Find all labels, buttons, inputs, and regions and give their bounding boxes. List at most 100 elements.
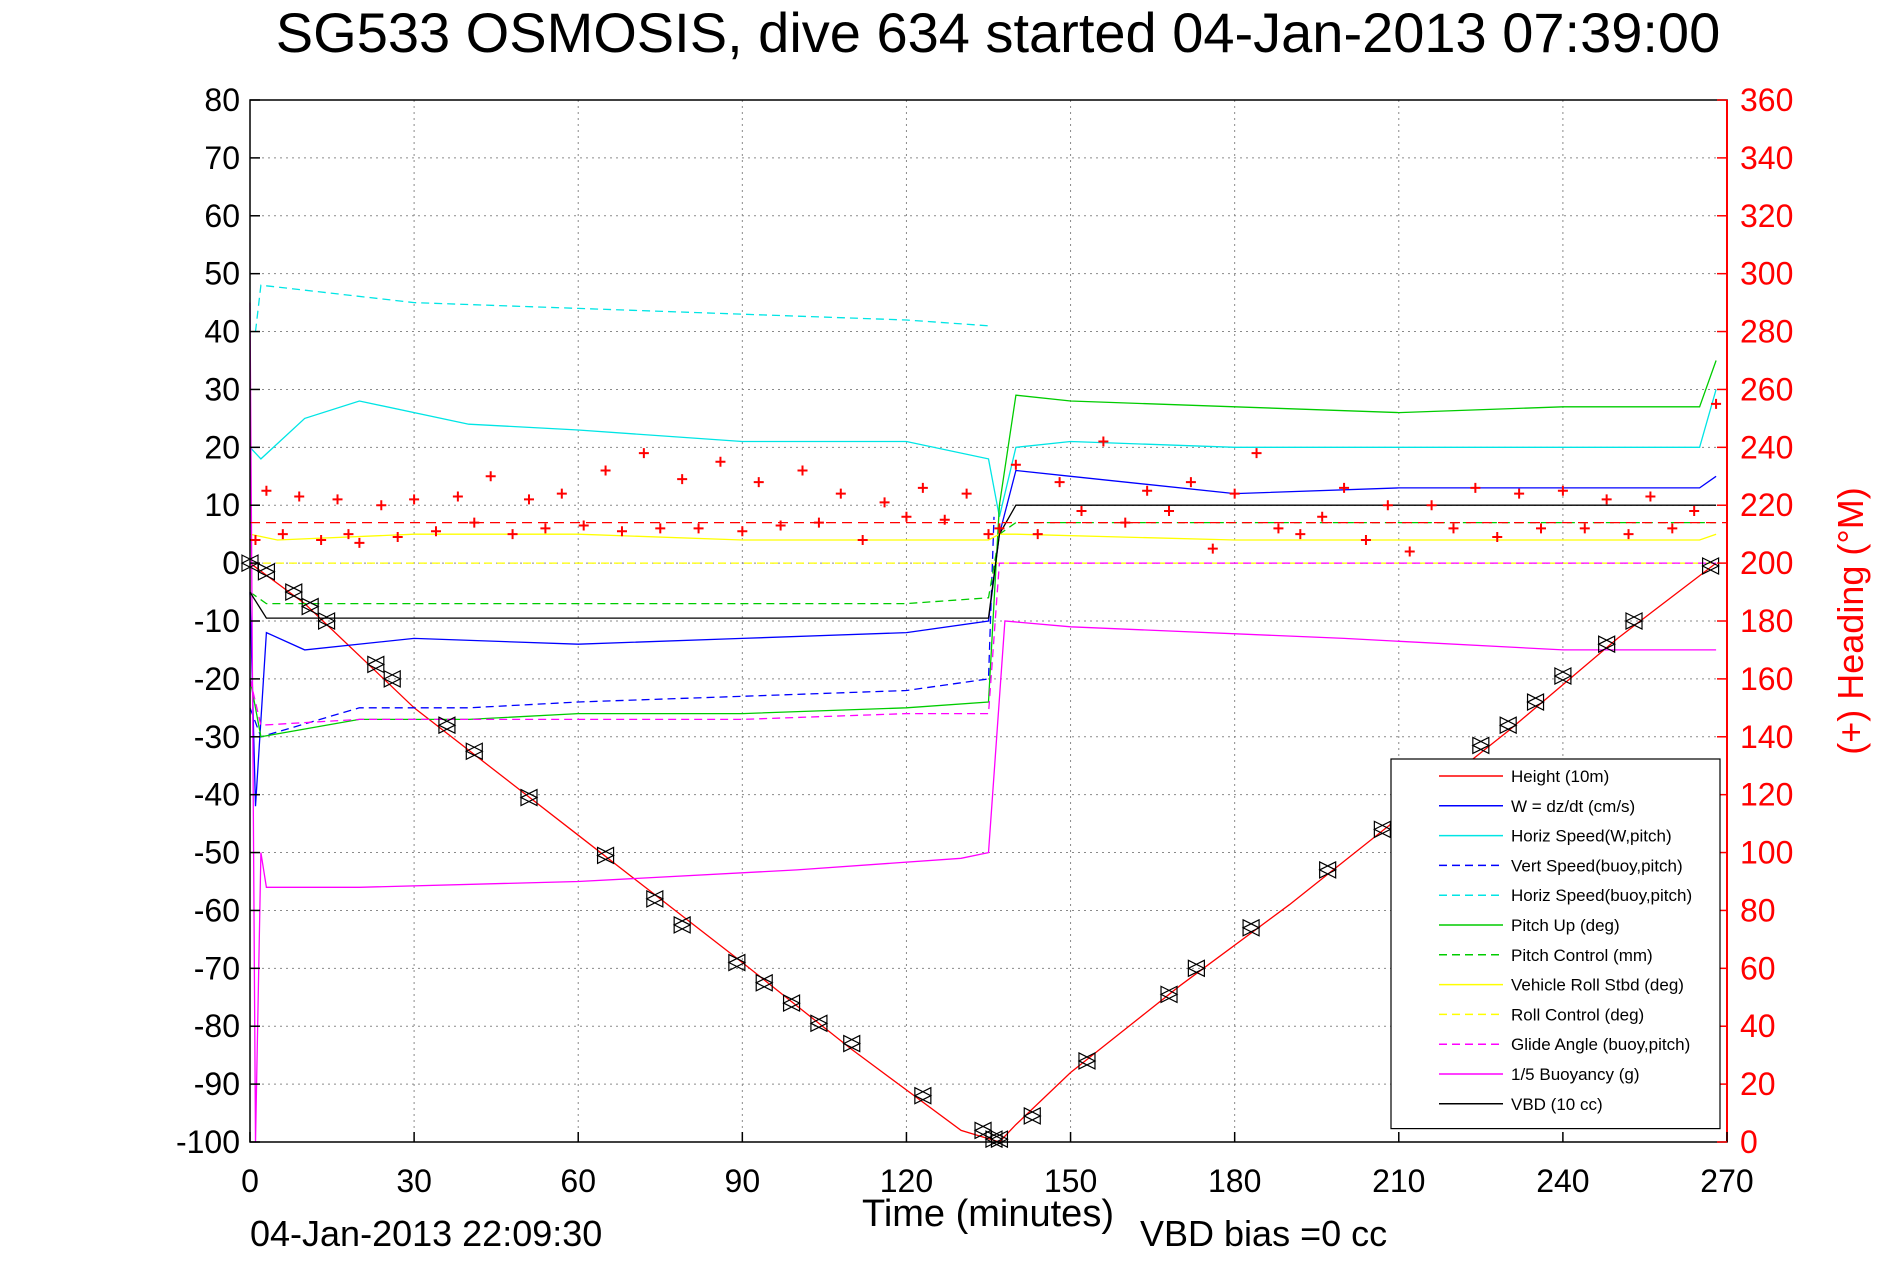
height-marker [366,655,386,674]
height-marker [1526,693,1545,712]
heading-point [655,523,666,534]
x-tick-label: 150 [1044,1163,1097,1199]
x-tick-label: 0 [241,1163,259,1199]
heading-point [430,526,441,537]
heading-point [638,448,649,459]
x-tick-label: 60 [560,1163,596,1199]
heading-point [1623,529,1634,540]
heading-point [578,520,589,531]
x-tick-label: 240 [1536,1163,1589,1199]
heading-point [1098,436,1109,447]
heading-markers [250,398,1722,557]
heading-point [616,526,627,537]
y-right-tick-label: 160 [1740,661,1793,697]
height-marker [317,612,336,630]
heading-point [1426,500,1437,511]
legend-entry-11: VBD (10 cc) [1511,1095,1603,1114]
x-tick-label: 210 [1372,1163,1425,1199]
heading-point [715,456,726,467]
heading-point [775,520,786,531]
heading-point [409,494,420,505]
heading-point [1536,523,1547,534]
height-marker [782,994,801,1013]
heading-point [1492,532,1503,543]
y-tick-label: -20 [194,661,240,697]
heading-point [901,511,912,522]
heading-point [469,517,480,528]
y-tick-label: -40 [194,777,240,813]
heading-point [277,529,288,540]
heading-point [1667,523,1678,534]
legend-box [1390,758,1721,1130]
heading-point [1339,482,1350,493]
axis-ticks: 0 30 60 90 120 150 180 210 240 270 80 70 60 50 40 30 20 1… [176,82,1793,1199]
heading-point [1382,500,1393,511]
series-line-1 [249,469,1717,807]
height-marker [257,562,276,581]
right-axis-label: (+) Heading (°M) [1830,487,1871,754]
legend-entry-1: W = dz/dt (cm/s) [1511,797,1635,816]
x-tick-label: 180 [1208,1163,1261,1199]
heading-point [600,465,611,476]
y-tick-label: 60 [204,198,240,234]
end-timestamp: 04-Jan-2013 22:09:30 [250,1213,602,1254]
heading-point [813,517,824,528]
heading-point [857,534,868,545]
heading-point [485,471,496,482]
vbd-bias-label: VBD bias =0 cc [1140,1213,1387,1254]
y-tick-label: 10 [204,487,240,523]
height-marker [1159,985,1179,1004]
height-marker [1553,667,1573,685]
heading-point [392,532,403,543]
series-line-11 [249,504,1717,619]
height-marker [990,1130,1009,1149]
x-axis-label: Time (minutes) [862,1193,1114,1235]
heading-point [316,534,327,545]
height-marker [1471,736,1491,755]
height-marker [1241,918,1261,937]
y-right-tick-label: 280 [1740,314,1793,350]
height-marker [1077,1051,1097,1070]
heading-point [693,523,704,534]
heading-point [677,474,688,485]
legend-entry-6: Pitch Control (mm) [1511,946,1653,965]
legend-entry-4: Horiz Speed(buoy,pitch) [1511,886,1692,905]
y-right-tick-label: 60 [1740,950,1776,986]
height-marker [913,1086,933,1105]
heading-point [250,534,261,545]
heading-point [879,497,890,508]
heading-point [452,491,463,502]
heading-point [294,491,305,502]
heading-point [1207,543,1218,554]
heading-point [261,485,272,496]
heading-point [556,488,567,499]
height-marker [596,846,615,865]
legend-entry-10: 1/5 Buoyancy (g) [1511,1065,1640,1084]
heading-point [1010,459,1021,470]
heading-point [354,537,365,548]
y-tick-label: -70 [194,950,240,986]
height-marker [645,889,665,908]
y-tick-label: -100 [176,1124,240,1160]
height-marker [382,669,402,688]
x-tick-label: 90 [725,1163,761,1199]
heading-point [917,482,928,493]
y-right-tick-label: 360 [1740,82,1793,118]
y-tick-label: 80 [204,82,240,118]
heading-point [1054,477,1065,488]
y-right-tick-label: 100 [1740,835,1793,871]
legend-entry-3: Vert Speed(buoy,pitch) [1511,856,1683,875]
legend: Height (10m) W = dz/dt (cm/s) Horiz Speed(… [1390,758,1721,1130]
y-right-tick-label: 300 [1740,256,1793,292]
heading-point [376,500,387,511]
x-tick-label: 30 [396,1163,432,1199]
series-line-4 [254,284,989,332]
y-tick-label: -90 [194,1066,240,1102]
height-marker [809,1014,829,1033]
y-right-tick-label: 320 [1740,198,1793,234]
y-tick-label: 40 [204,314,240,350]
heading-point [1470,482,1481,493]
heading-point [1711,398,1722,409]
heading-point [1645,491,1656,502]
